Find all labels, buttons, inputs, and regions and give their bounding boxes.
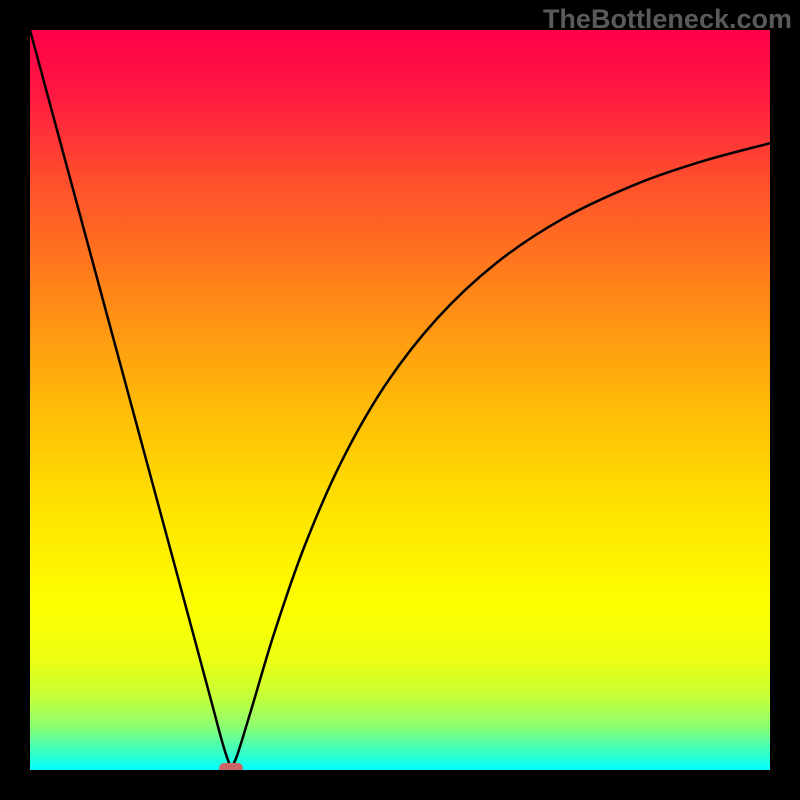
chart-container: TheBottleneck.com xyxy=(0,0,800,800)
bottleneck-curve xyxy=(30,30,770,770)
optimum-marker-icon xyxy=(219,763,243,770)
curve-left-branch xyxy=(30,30,231,767)
watermark-text: TheBottleneck.com xyxy=(543,4,792,35)
plot-area xyxy=(30,30,770,770)
curve-right-branch xyxy=(231,143,770,767)
